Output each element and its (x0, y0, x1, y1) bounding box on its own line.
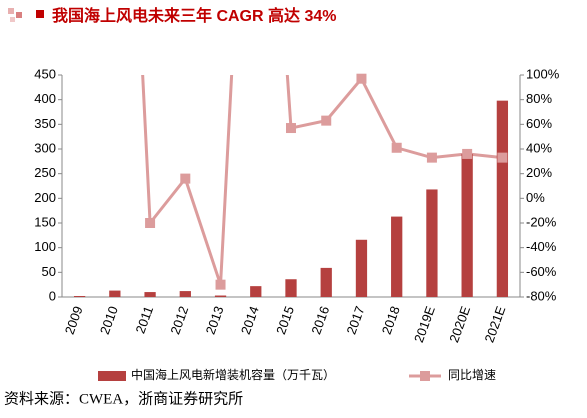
line-marker (426, 152, 437, 163)
legend-swatch (420, 371, 430, 381)
line-marker (462, 148, 473, 159)
y-tick-label: 350 (34, 116, 56, 131)
x-tick-label: 2013 (203, 304, 227, 336)
legend-label: 中国海上风电新增装机容量（万千瓦） (131, 367, 335, 382)
bar (214, 295, 227, 297)
legend-swatch (98, 371, 126, 381)
x-tick-label: 2012 (167, 304, 191, 336)
title-icon (16, 12, 22, 18)
bar (461, 153, 473, 297)
source: 资料来源：CWEA，浙商证券研究所 (4, 390, 243, 407)
y2-tick-label: -40% (526, 239, 557, 254)
line-marker (145, 218, 156, 228)
line-marker (321, 115, 332, 126)
y2-tick-label: 20% (526, 165, 552, 180)
plot-area (141, 75, 503, 286)
x-tick-label: 2019E (411, 304, 438, 345)
bar (285, 279, 297, 297)
line (141, 75, 503, 286)
y-tick-label: 200 (34, 190, 56, 205)
y-tick-label: 450 (34, 66, 56, 81)
y2-tick-label: 100% (526, 66, 560, 81)
bar (320, 267, 332, 297)
y2-tick-label: 80% (526, 91, 552, 106)
y2-tick-label: -20% (526, 214, 557, 229)
x-tick-label: 2018 (379, 304, 403, 336)
y2-tick-label: 60% (526, 116, 552, 131)
line-marker (215, 279, 226, 290)
chart-title: 我国海上风电未来三年 CAGR 高达 34% (52, 6, 336, 25)
x-tick-label: 2016 (308, 304, 332, 336)
line-marker (391, 142, 402, 153)
line-marker (286, 123, 296, 134)
bar (250, 286, 262, 297)
line-marker (356, 73, 367, 84)
legend-label: 同比增速 (448, 368, 496, 382)
y2-tick-label: -80% (526, 288, 557, 303)
line-marker (180, 173, 191, 184)
bar (179, 291, 191, 297)
y-tick-label: 300 (34, 140, 56, 155)
x-tick-label: 2020E (446, 304, 473, 345)
title-icon (10, 17, 15, 22)
bar (73, 296, 86, 297)
y-tick-label: 250 (34, 165, 56, 180)
bar (426, 189, 438, 297)
title-icon (36, 10, 44, 18)
x-tick-label: 2017 (344, 304, 368, 336)
bar (391, 216, 403, 297)
bar (355, 239, 368, 297)
x-tick-label: 2021E (481, 304, 508, 345)
y-tick-label: 0 (49, 288, 56, 303)
x-tick-label: 2014 (238, 304, 262, 336)
x-tick-label: 2015 (273, 304, 297, 336)
x-tick-label: 2010 (97, 304, 121, 336)
title-icon (8, 8, 14, 14)
x-tick-label: 2009 (62, 304, 86, 336)
y-tick-label: 50 (42, 264, 56, 279)
y-tick-label: 100 (34, 239, 56, 254)
y-tick-label: 400 (34, 91, 56, 106)
bar (109, 290, 121, 297)
bar (144, 292, 156, 297)
bar (496, 100, 509, 297)
y2-tick-label: 0% (526, 190, 545, 205)
x-tick-label: 2011 (132, 304, 156, 335)
line-marker (497, 152, 508, 163)
y2-tick-label: 40% (526, 140, 552, 155)
y2-tick-label: -60% (526, 264, 557, 279)
y-tick-label: 150 (34, 214, 56, 229)
